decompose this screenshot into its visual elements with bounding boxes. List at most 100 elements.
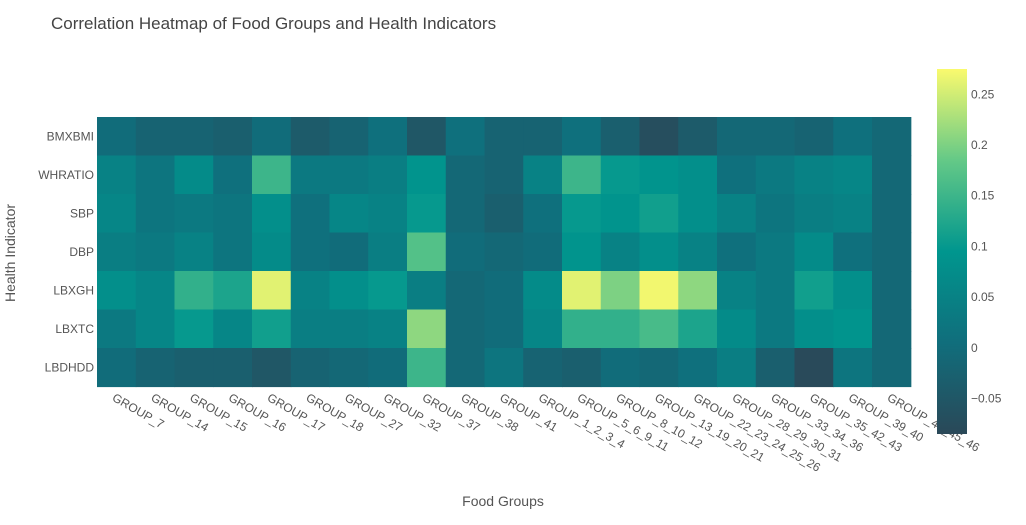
heatmap-cell (213, 232, 253, 272)
heatmap-cell (97, 309, 137, 349)
heatmap-cell (135, 155, 176, 195)
heatmap-cell (174, 194, 214, 234)
heatmap-cell (329, 271, 369, 311)
y-tick-label: BMXBMI (47, 129, 94, 143)
chart-title: Correlation Heatmap of Food Groups and H… (51, 14, 496, 33)
heatmap-cell (872, 155, 912, 195)
heatmap-cell (445, 348, 486, 388)
heatmap-cell (562, 232, 602, 272)
y-axis-title: Health Indicator (2, 204, 18, 302)
heatmap-cell (407, 194, 447, 234)
heatmap-cell (135, 194, 176, 234)
x-axis-title: Food Groups (462, 493, 544, 509)
y-tick-label: SBP (70, 206, 94, 220)
heatmap-cell (445, 155, 486, 195)
heatmap-cell (717, 309, 757, 349)
heatmap-cell (135, 232, 176, 272)
heatmap-cell (213, 348, 253, 388)
colorbar-ticks: −0.05 0 0.05 0.1 0.15 0.2 0.25 (971, 87, 1002, 405)
heatmap-cell (484, 194, 524, 234)
heatmap-cell (445, 117, 486, 157)
heatmap-cell (833, 309, 873, 349)
heatmap-cell (174, 348, 214, 388)
heatmap-cell (252, 155, 292, 195)
heatmap-cell (678, 348, 718, 388)
heatmap-cell (484, 155, 524, 195)
heatmap-cell (562, 117, 602, 157)
heatmap-cell (368, 309, 408, 349)
heatmap-cell (523, 117, 563, 157)
heatmap-cell (407, 155, 447, 195)
heatmap-cell (600, 155, 641, 195)
heatmap-cell (639, 155, 679, 195)
heatmap-cell (562, 155, 602, 195)
heatmap-cell (523, 309, 563, 349)
heatmap-cell (484, 348, 524, 388)
heatmap-cell (717, 155, 757, 195)
colorbar-tick-label: −0.05 (971, 392, 1002, 406)
heatmap-cell (872, 194, 912, 234)
heatmap-cell (290, 194, 331, 234)
heatmap-cell (562, 194, 602, 234)
heatmap-cell (135, 117, 176, 157)
colorbar (937, 69, 967, 434)
heatmap-cell (174, 155, 214, 195)
heatmap-cell (290, 348, 331, 388)
heatmap-cell (484, 309, 524, 349)
heatmap-cell (717, 348, 757, 388)
heatmap-cell (794, 348, 834, 388)
heatmap-cell (639, 194, 679, 234)
heatmap-cell (794, 117, 834, 157)
y-axis-ticks: BMXBMI WHRATIO SBP DBP LBXGH LBXTC LBDHDD (38, 129, 94, 374)
heatmap-cell (97, 271, 137, 311)
heatmap-cell (290, 232, 331, 272)
heatmap-cell (833, 194, 873, 234)
heatmap-cell (600, 117, 641, 157)
heatmap-cell (290, 271, 331, 311)
heatmap-cell (794, 309, 834, 349)
heatmap-cells (97, 117, 912, 388)
heatmap-cell (833, 155, 873, 195)
heatmap-cell (600, 232, 641, 272)
heatmap-cell (407, 232, 447, 272)
heatmap-cell (368, 155, 408, 195)
heatmap-cell (174, 271, 214, 311)
heatmap-cell (523, 194, 563, 234)
heatmap-cell (872, 117, 912, 157)
heatmap-cell (717, 194, 757, 234)
heatmap-cell (445, 232, 486, 272)
heatmap-cell (717, 117, 757, 157)
heatmap-cell (174, 309, 214, 349)
heatmap-cell (755, 194, 796, 234)
heatmap-cell (600, 348, 641, 388)
heatmap-cell (794, 155, 834, 195)
heatmap-cell (368, 194, 408, 234)
heatmap-cell (755, 155, 796, 195)
y-tick-label: LBXTC (55, 322, 94, 336)
heatmap-cell (678, 117, 718, 157)
heatmap-cell (445, 309, 486, 349)
colorbar-tick-label: 0.05 (971, 290, 995, 304)
heatmap-cell (639, 271, 679, 311)
heatmap-cell (407, 309, 447, 349)
heatmap-cell (213, 309, 253, 349)
heatmap-cell (407, 117, 447, 157)
x-axis-ticks: GROUP_7GROUP_14GROUP_15GROUP_16GROUP_17G… (110, 390, 982, 474)
heatmap-cell (368, 271, 408, 311)
heatmap-cell (562, 348, 602, 388)
heatmap-cell (290, 309, 331, 349)
heatmap-cell (523, 232, 563, 272)
colorbar-tick-label: 0.2 (971, 138, 988, 152)
y-tick-label: WHRATIO (38, 168, 94, 182)
heatmap-cell (97, 348, 137, 388)
heatmap-cell (639, 348, 679, 388)
heatmap-cell (833, 271, 873, 311)
heatmap-cell (523, 271, 563, 311)
heatmap-cell (329, 117, 369, 157)
heatmap-cell (213, 155, 253, 195)
heatmap-cell (445, 194, 486, 234)
heatmap-cell (717, 271, 757, 311)
y-tick-label: DBP (69, 245, 94, 259)
y-tick-label: LBXGH (53, 283, 94, 297)
